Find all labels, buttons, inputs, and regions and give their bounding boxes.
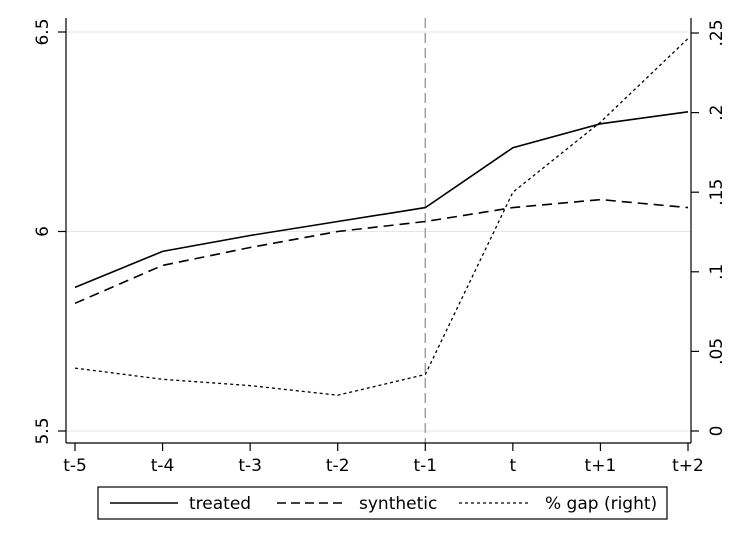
legend-label-synthetic: synthetic — [359, 494, 437, 514]
x-tick-label-5: t — [510, 456, 517, 476]
y-left-tick-label-2: 6.5 — [33, 18, 53, 45]
legend-label-gap: % gap (right) — [545, 494, 657, 514]
series-line-0 — [74, 111, 689, 289]
y-right-tick-label-0: 0 — [707, 426, 727, 437]
x-tick-label-2: t-3 — [238, 456, 262, 476]
legend-box — [97, 486, 668, 520]
data-series — [74, 38, 689, 396]
y-right-tick-label-4: .2 — [707, 104, 727, 120]
y-right-tick-label-1: .05 — [707, 338, 727, 365]
x-tick-label-3: t-2 — [326, 456, 350, 476]
x-tick-label-1: t-4 — [151, 456, 175, 476]
x-tick-label-6: t+1 — [585, 456, 617, 476]
y-left-tick-label-0: 5.5 — [33, 417, 53, 444]
legend: treated synthetic % gap (right) — [97, 486, 668, 520]
x-tick-label-7: t+2 — [672, 456, 704, 476]
y-right-tick-label-2: .1 — [707, 264, 727, 280]
y-right-tick-label-3: .15 — [707, 179, 727, 206]
y-right-tick-label-5: .25 — [707, 19, 727, 46]
x-tick-label-0: t-5 — [63, 456, 87, 476]
legend-label-treated: treated — [189, 494, 251, 514]
gridlines — [66, 31, 691, 432]
x-tick-label-4: t-1 — [413, 456, 437, 476]
y-left-tick-label-1: 6 — [33, 226, 53, 237]
axes: t-5 t-4 t-3 t-2 t-1 t t+1 t+2 5.5 6 6.5 0 .05 .1 .15 .2… — [33, 18, 727, 476]
series-line-2 — [74, 38, 689, 396]
plot-area — [66, 18, 691, 443]
